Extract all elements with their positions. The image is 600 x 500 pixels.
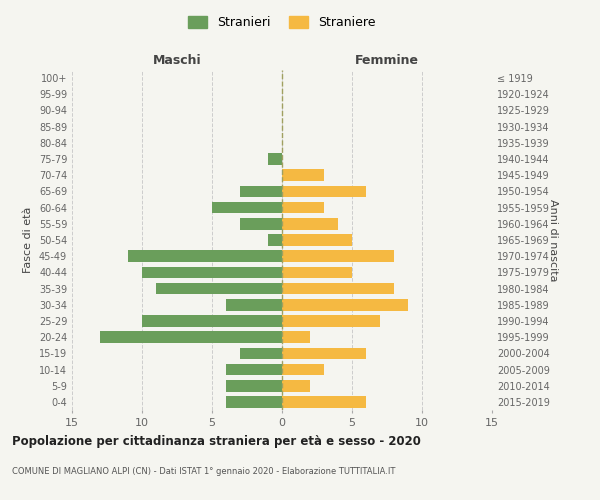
Bar [282, 348, 366, 359]
Bar [282, 282, 394, 294]
Bar [282, 380, 310, 392]
Bar [268, 153, 282, 165]
Bar [226, 380, 282, 392]
Bar [282, 250, 394, 262]
Bar [128, 250, 282, 262]
Bar [142, 315, 282, 327]
Bar [282, 364, 324, 376]
Text: Maschi: Maschi [152, 54, 202, 67]
Text: Popolazione per cittadinanza straniera per età e sesso - 2020: Popolazione per cittadinanza straniera p… [12, 435, 421, 448]
Bar [240, 218, 282, 230]
Bar [282, 202, 324, 213]
Y-axis label: Anni di nascita: Anni di nascita [548, 198, 558, 281]
Bar [226, 299, 282, 310]
Bar [100, 332, 282, 343]
Bar [226, 364, 282, 376]
Bar [282, 186, 366, 198]
Bar [240, 348, 282, 359]
Bar [282, 332, 310, 343]
Bar [226, 396, 282, 407]
Bar [240, 186, 282, 198]
Bar [268, 234, 282, 246]
Bar [212, 202, 282, 213]
Bar [282, 234, 352, 246]
Text: Femmine: Femmine [355, 54, 419, 67]
Bar [282, 218, 338, 230]
Bar [282, 299, 408, 310]
Bar [156, 282, 282, 294]
Bar [282, 266, 352, 278]
Bar [142, 266, 282, 278]
Legend: Stranieri, Straniere: Stranieri, Straniere [184, 11, 380, 34]
Text: COMUNE DI MAGLIANO ALPI (CN) - Dati ISTAT 1° gennaio 2020 - Elaborazione TUTTITA: COMUNE DI MAGLIANO ALPI (CN) - Dati ISTA… [12, 468, 395, 476]
Bar [282, 396, 366, 407]
Bar [282, 315, 380, 327]
Y-axis label: Fasce di età: Fasce di età [23, 207, 33, 273]
Bar [282, 170, 324, 181]
